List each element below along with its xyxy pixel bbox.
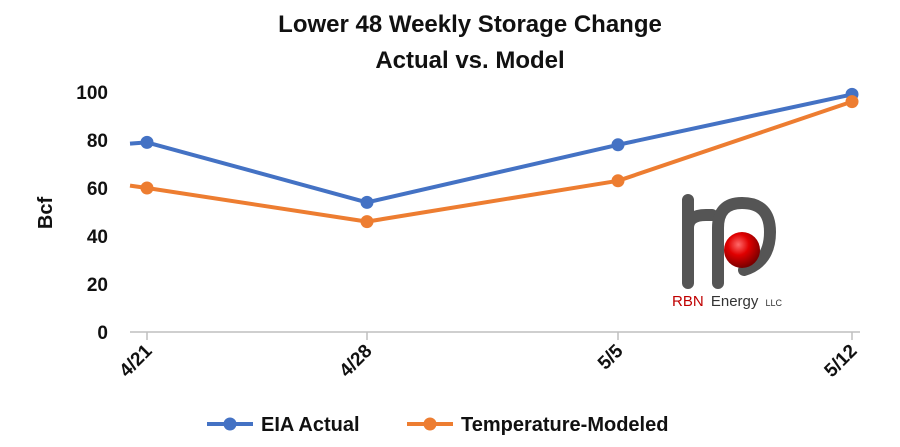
- chart-subtitle: Actual vs. Model: [375, 47, 564, 74]
- rbn-pipe-logo-icon: RBN Energy LLC: [672, 194, 783, 310]
- series-1-point-1: [360, 215, 374, 229]
- x-tick-label-0: 4/21: [116, 340, 157, 381]
- y-axis-label: Bcf: [35, 197, 57, 230]
- legend-marker-0: [223, 417, 237, 431]
- logo-pipe-b: [682, 194, 718, 289]
- x-axis: 4/21 4/28 5/5 5/12: [116, 331, 862, 382]
- legend-marker-1: [423, 417, 437, 431]
- y-tick-label-0: 0: [97, 323, 108, 344]
- logo-ball: [724, 232, 760, 268]
- legend-label-0: EIA Actual: [261, 414, 360, 436]
- logo-pipe-r: [712, 196, 777, 289]
- logo-text: RBN Energy LLC: [672, 293, 783, 310]
- legend: EIA Actual Temperature-Modeled: [207, 414, 668, 436]
- chart-title: Lower 48 Weekly Storage Change: [278, 11, 662, 38]
- series-0-point-2: [611, 138, 625, 152]
- y-axis-ticks: 0 20 40 60 80 100: [76, 83, 108, 344]
- logo-name: Energy: [711, 293, 759, 310]
- y-tick-label-5: 100: [76, 83, 108, 104]
- x-tick-label-3: 5/12: [821, 341, 862, 382]
- series-0-point-1: [360, 195, 374, 209]
- x-tick-label-2: 5/5: [594, 340, 628, 374]
- legend-label-1: Temperature-Modeled: [461, 414, 668, 436]
- series-1-point-0: [140, 181, 154, 195]
- y-tick-label-3: 60: [87, 179, 108, 200]
- series-0-point-0: [140, 135, 154, 149]
- y-tick-label-4: 80: [87, 131, 108, 152]
- logo-suffix: LLC: [766, 298, 783, 308]
- series-layer: [129, 87, 859, 229]
- y-tick-label-2: 40: [87, 227, 108, 248]
- series-1-point-2: [611, 174, 625, 188]
- y-tick-label-1: 20: [87, 275, 108, 296]
- series-1-point-3: [845, 95, 859, 109]
- x-tick-label-1: 4/28: [336, 341, 377, 382]
- logo-brand: RBN: [672, 293, 704, 310]
- series-line-0: [129, 92, 853, 205]
